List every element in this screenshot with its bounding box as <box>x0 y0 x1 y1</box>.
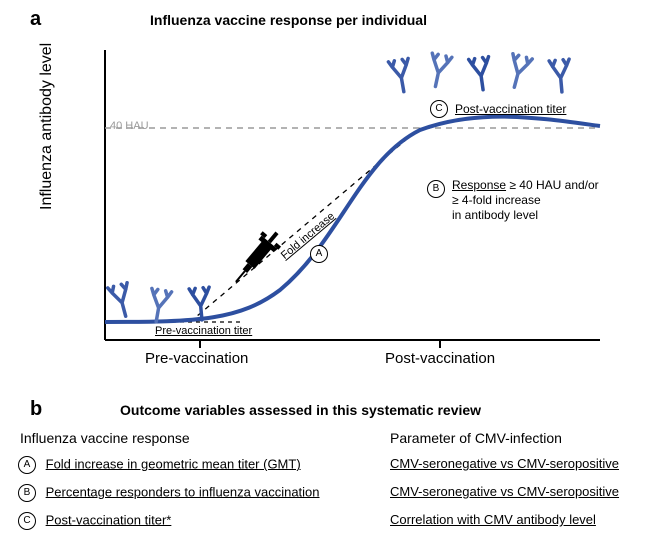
pre-titer-label: Pre-vaccination titer <box>155 325 252 337</box>
y-axis-label: Influenza antibody level <box>38 43 56 210</box>
row-a: A Fold increase in geometric mean titer … <box>18 456 301 474</box>
response-line2: ≥ 4-fold increase <box>452 193 541 207</box>
response-word: Response <box>452 178 506 192</box>
syringe-icon <box>227 225 287 289</box>
post-antibody-group <box>388 53 571 93</box>
right-heading: Parameter of CMV-infection <box>390 430 562 446</box>
x-tick-pre: Pre-vaccination <box>145 350 248 367</box>
response-tail1: ≥ 40 HAU and/or <box>506 178 599 192</box>
post-titer-label: Post-vaccination titer <box>455 102 566 116</box>
panel-b-title: Outcome variables assessed in this syste… <box>120 402 481 418</box>
row-c-right-text: Correlation with CMV antibody level <box>390 512 596 527</box>
badge-b-chart: B <box>427 180 445 198</box>
response-annotation: Response ≥ 40 HAU and/or ≥ 4-fold increa… <box>452 178 599 223</box>
row-b-badge: B <box>18 484 36 502</box>
response-line3: in antibody level <box>452 208 538 222</box>
x-tick-post: Post-vaccination <box>385 350 495 367</box>
row-a-badge: A <box>18 456 36 474</box>
row-a-right-text: CMV-seronegative vs CMV-seropositive <box>390 456 619 471</box>
row-c-badge: C <box>18 512 36 530</box>
row-c-right: Correlation with CMV antibody level <box>390 512 596 527</box>
row-a-right: CMV-seronegative vs CMV-seropositive <box>390 456 619 471</box>
row-c-left: Post-vaccination titer* <box>46 512 172 527</box>
row-c: C Post-vaccination titer* <box>18 512 171 530</box>
panel-b-letter: b <box>30 398 42 421</box>
row-b-left: Percentage responders to influenza vacci… <box>46 484 320 499</box>
row-b: B Percentage responders to influenza vac… <box>18 484 320 502</box>
row-b-right-text: CMV-seronegative vs CMV-seropositive <box>390 484 619 499</box>
row-a-left: Fold increase in geometric mean titer (G… <box>46 456 301 471</box>
panel-a-title: Influenza vaccine response per individua… <box>150 12 427 28</box>
badge-a-chart: A <box>310 245 328 263</box>
row-b-right: CMV-seronegative vs CMV-seropositive <box>390 484 619 499</box>
badge-c-chart: C <box>430 100 448 118</box>
panel-a-letter: a <box>30 8 41 31</box>
threshold-label: 40 HAU <box>110 120 149 132</box>
left-heading: Influenza vaccine response <box>20 430 190 446</box>
